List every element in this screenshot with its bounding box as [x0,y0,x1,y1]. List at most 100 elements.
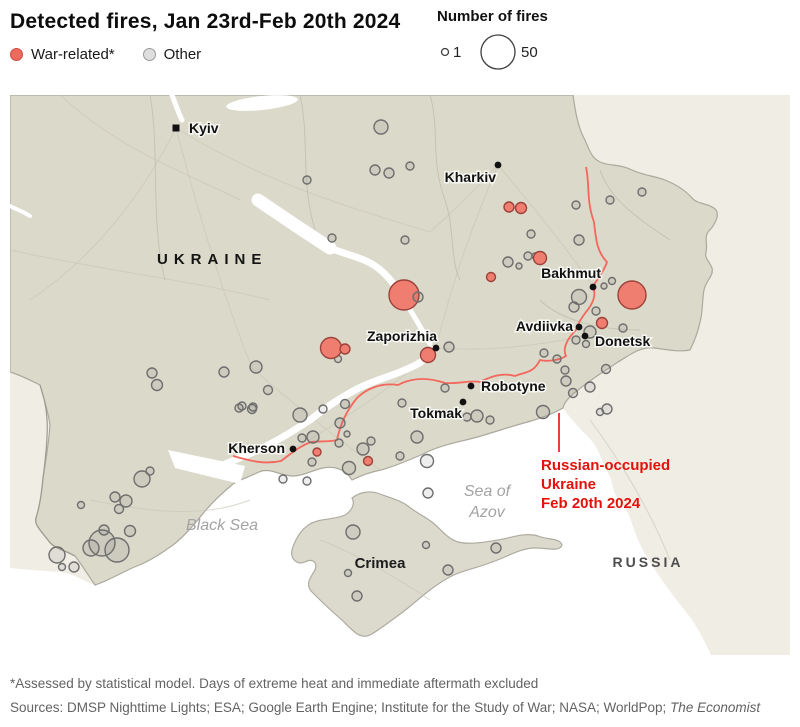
fire-war [617,280,647,310]
fire-other [571,200,581,210]
fire-other [307,457,317,467]
fire-other [345,524,361,540]
fire-other [218,366,230,378]
fire-other [249,360,263,374]
label-ukraine: UKRAINE [157,251,267,268]
fire-other [442,564,454,576]
legend-label-war: War-related* [31,46,115,63]
fire-other [302,175,312,185]
city-marker-bakhmut [589,283,597,291]
annotation-line-1: Russian-occupied [541,457,670,474]
fire-other [410,430,424,444]
city-marker-zaporizhia [432,344,440,352]
fire-other [535,404,551,420]
fire-other [318,404,328,414]
fire-other [366,436,376,446]
fire-other [343,568,353,578]
label-sea-of-azov-1: Sea of [464,483,512,500]
footnote: *Assessed by statistical model. Days of … [10,676,539,691]
annotation-line-3: Feb 20th 2024 [541,495,641,512]
fire-war [339,343,351,355]
fire-war [514,201,528,215]
city-marker-robotyne [467,382,475,390]
fire-other [88,529,116,557]
fire-other [600,363,612,375]
fire-other [341,460,357,476]
fire-other [637,187,647,197]
fire-war [503,201,515,213]
dnipro-estuary [168,450,245,484]
fire-other [470,409,484,423]
fire-war [595,316,609,330]
size-legend: Number of fires 1 50 [437,8,549,71]
legend-item-war: War-related* [10,46,115,63]
fire-other [440,383,450,393]
fire-other [334,438,344,448]
fire-other [278,474,288,484]
fire-other [412,291,424,303]
fire-other [383,167,395,179]
city-marker-tokmak [459,398,467,406]
page-title: Detected fires, Jan 23rd-Feb 20th 2024 [10,10,401,33]
city-label-donetsk: Donetsk [595,333,650,349]
cities-layer: Kyiv Kharkiv Bakhmut Avdiivka Donetsk Zaporiz… [172,119,652,458]
annotation-line-2: Ukraine [541,476,596,493]
city-marker-kharkiv [494,161,502,169]
fire-other [502,256,514,268]
footer: *Assessed by statistical model. Days of … [10,672,760,720]
fire-war [362,455,374,467]
fire-other [113,503,125,515]
city-marker-donetsk [581,332,589,340]
fires-layer [48,119,647,602]
fire-other [581,339,591,349]
fire-other [419,453,435,469]
fire-other [119,494,133,508]
war-related-dot-icon [10,48,23,61]
size-legend-title: Number of fires [437,8,548,25]
fire-other [567,387,579,399]
moldova-border [35,384,76,557]
fire-other [306,430,320,444]
city-label-kyiv: Kyiv [189,120,219,136]
fire-other [462,412,472,422]
fire-other [262,384,274,396]
fire-other [573,234,585,246]
fire-other [526,229,536,239]
category-legend: War-related* Other [10,46,201,63]
fire-other [515,262,523,270]
fire-other [339,398,351,410]
sources-line: Sources: DMSP Nighttime Lights; ESA; Goo… [10,700,761,715]
legend-label-other: Other [163,46,202,63]
fire-other [400,235,410,245]
city-marker-kyiv [172,124,180,132]
frontline-russian-occupied [232,166,608,464]
fire-other [607,276,617,286]
city-label-tokmak: Tokmak [410,405,462,421]
fire-other [146,367,158,379]
fire-other [523,251,533,261]
city-label-robotyne: Robotyne [481,378,546,394]
fire-other [297,433,307,443]
sources-economist: The Economist [670,700,761,715]
label-crimea: Crimea [355,555,407,572]
label-sea-of-azov-2: Azov [468,504,506,521]
fire-war [388,279,420,311]
fire-other [109,491,121,503]
size-legend-max: 50 [521,44,538,61]
fire-other [560,375,572,387]
size-legend-min: 1 [453,44,461,61]
fire-other [68,561,80,573]
city-marker-kherson [289,445,297,453]
fire-other [539,348,549,358]
fire-other [490,542,502,554]
fire-other [48,546,66,564]
fire-other [552,354,562,364]
city-label-bakhmut: Bakhmut [541,265,601,281]
fire-other [595,407,605,417]
fire-other [405,161,415,171]
fire-other [560,365,570,375]
fire-other [571,335,581,345]
city-label-avdiivka: Avdiivka [516,318,573,334]
fire-other [591,306,601,316]
